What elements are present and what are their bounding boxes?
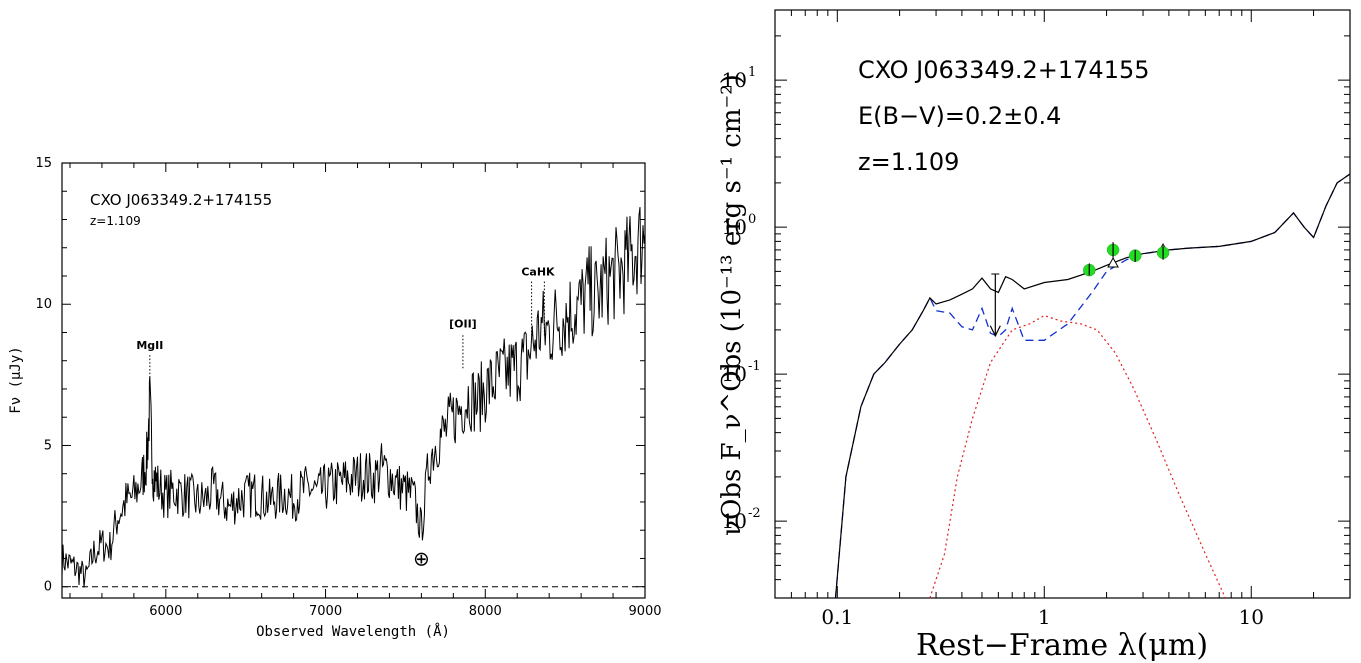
x-tick-label: 8000 (469, 604, 502, 619)
y-tick-label: 5 (44, 438, 52, 453)
y-tick-exponent: 1 (748, 65, 756, 80)
x-tick-label: 10 (1239, 605, 1264, 629)
y-tick-label: 10 (722, 215, 747, 239)
left-redshift-label: z=1.109 (90, 214, 141, 228)
y-tick-label: 10 (722, 68, 747, 92)
host-galaxy-model-line (929, 314, 1226, 599)
agn-model-line (834, 173, 1351, 599)
right-y-axis-label: νObs F_ν^Obs (10⁻¹³ erg s⁻¹ cm⁻²) (717, 74, 747, 536)
right-plot-frame (774, 9, 1351, 599)
left-tick-labels: 6000 7000 8000 9000 0 5 10 15 (35, 156, 661, 619)
x-tick-label: 7000 (309, 604, 342, 619)
y-tick-label: 10 (35, 297, 52, 312)
spectrum-line (61, 207, 646, 588)
left-title: CXO J063349.2+174155 (90, 191, 272, 209)
mgii-label: MgII (136, 339, 163, 352)
left-x-axis-label: Observed Wavelength (Å) (256, 623, 450, 640)
y-tick-label: 15 (35, 156, 52, 171)
right-redshift-label: z=1.109 (858, 148, 959, 176)
left-spectrum-panel: MgII [OII] CaHK ⊕ CXO J063349.2+174155 z=1.… (8, 156, 662, 640)
right-axis-ticks (774, 9, 1351, 599)
model-point-triangle (1107, 256, 1119, 268)
upper-limit-arrowhead (989, 325, 1001, 338)
left-plot-frame (61, 162, 646, 599)
x-tick-label: 0.1 (821, 605, 853, 629)
right-sed-panel: CXO J063349.2+174155 E(B−V)=0.2±0.4 z=1.… (717, 9, 1351, 663)
y-tick-exponent: 0 (748, 212, 756, 227)
right-title: CXO J063349.2+174155 (858, 56, 1150, 84)
telluric-symbol: ⊕ (413, 547, 430, 571)
oii-label: [OII] (449, 317, 477, 330)
y-tick-label: 10 (722, 509, 747, 533)
right-extinction-label: E(B−V)=0.2±0.4 (858, 102, 1061, 130)
x-tick-label: 6000 (149, 604, 182, 619)
total-model-line (834, 173, 1351, 599)
x-tick-label: 9000 (628, 604, 661, 619)
left-axis-ticks (62, 162, 646, 598)
left-y-axis-label: Fν (μJy) (8, 346, 24, 413)
cahk-label: CaHK (521, 266, 555, 279)
y-tick-exponent: -1 (748, 359, 761, 374)
y-tick-label: 10 (722, 362, 747, 386)
right-x-axis-label: Rest−Frame λ(μm) (916, 628, 1208, 663)
y-tick-label: 0 (44, 580, 52, 595)
y-tick-exponent: -2 (748, 506, 761, 521)
line-annotations: MgII [OII] CaHK ⊕ (136, 266, 555, 571)
photometry-points (989, 242, 1170, 338)
x-tick-label: 1 (1038, 605, 1051, 629)
